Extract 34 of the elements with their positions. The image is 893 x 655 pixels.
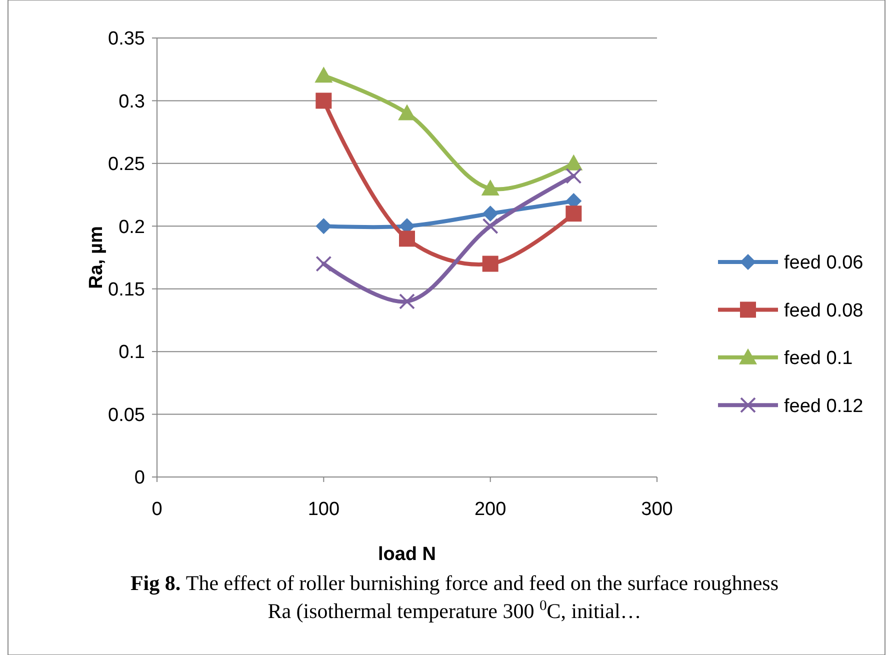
point [566,168,582,184]
y-tick-label: 0.35 [108,28,145,50]
legend-label: feed 0.06 [784,252,864,274]
text: The effect of roller burnishing force and feed on the surface roughness Ra (isothermal temperature 300 $^{0}$C, initial… [186,571,779,623]
point [399,230,415,247]
y-tick-label: 0.15 [108,280,145,301]
point [314,66,333,83]
point [566,206,582,222]
point [482,256,498,272]
legend-label: feed 0.1 [784,348,853,370]
x-tick-label: 0 [152,499,162,520]
legend-label: feed 0.08 [784,300,864,322]
x-tick-label: 300 [641,499,673,520]
point [482,218,498,234]
y-tick-label: 0.05 [108,404,145,426]
legend-label: feed 0.12 [784,396,864,417]
point [482,206,498,222]
point [481,180,500,196]
point [316,92,332,109]
caption: Fig 8. [130,571,186,595]
x-tick-label: 100 [308,499,340,520]
y-tick-label: 0.3 [118,91,145,112]
point [398,104,416,120]
point [316,218,332,234]
y-axis-title: Ra, µm [86,226,107,289]
x-axis-title: load N [378,544,436,565]
point [564,154,583,170]
x-tick-label: 200 [474,499,506,520]
point [399,293,415,310]
point [316,256,332,272]
y-tick-label: 0.1 [118,342,145,364]
y-tick-label: 0.2 [118,216,145,238]
y-tick-label: 0.25 [108,154,145,176]
y-tick-label: 0 [134,468,145,489]
